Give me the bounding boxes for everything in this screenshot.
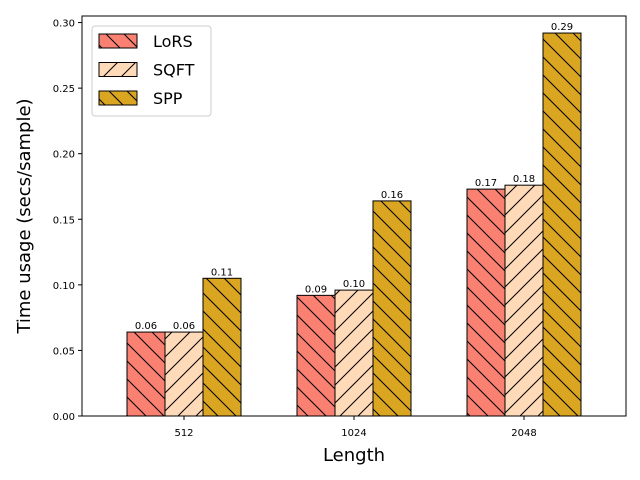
legend-swatch-hatch-sqft [98, 62, 138, 77]
data-label: 0.18 [513, 174, 535, 185]
data-label: 0.10 [343, 279, 365, 290]
data-label: 0.29 [551, 22, 573, 33]
data-label: 0.11 [211, 267, 233, 278]
y-axis: 0.00 0.05 0.10 0.15 0.20 0.25 0.30 [53, 19, 82, 423]
y-axis-title: Time usage (secs/sample) [14, 98, 35, 334]
legend-swatch-hatch-spp [98, 90, 138, 106]
legend-swatch-hatch-lors [98, 33, 138, 49]
bar-hatch-spp-1024 [372, 200, 412, 417]
bar-hatch-sqft-2048 [504, 184, 544, 417]
y-tick-label: 0.00 [53, 412, 75, 423]
bar-hatch-spp-512 [202, 277, 242, 417]
y-tick-label: 0.10 [53, 281, 75, 292]
bar-hatch-sqft-1024 [334, 289, 374, 417]
y-tick-label: 0.05 [53, 346, 75, 357]
data-label: 0.06 [173, 321, 195, 332]
data-label: 0.06 [135, 321, 157, 332]
bar-hatch-lors-512 [126, 331, 166, 417]
data-label: 0.17 [475, 178, 497, 189]
legend-label-sqft: SQFT [153, 61, 195, 80]
bar-hatch-lors-1024 [296, 294, 336, 417]
y-tick-label: 0.15 [53, 215, 75, 226]
data-label: 0.16 [381, 190, 403, 201]
x-axis: 512 1024 2048 [174, 416, 537, 439]
legend-label-lors: LoRS [153, 32, 193, 51]
value-labels-group: 0.06 0.06 0.11 0.09 0.10 0.16 0.17 0.18 0.29 [135, 22, 573, 332]
y-tick-label: 0.25 [53, 84, 75, 95]
x-tick-label: 1024 [341, 428, 366, 439]
y-tick-label: 0.30 [53, 19, 75, 30]
bar-hatch-lors-2048 [466, 188, 506, 417]
data-label: 0.09 [305, 284, 327, 295]
legend: LoRS SQFT SPP [91, 25, 212, 117]
x-axis-title: Length [323, 445, 385, 466]
legend-label-spp: SPP [153, 89, 183, 108]
bars-group [126, 32, 582, 417]
y-tick-label: 0.20 [53, 150, 75, 161]
x-tick-label: 2048 [511, 428, 536, 439]
bar-hatch-spp-2048 [542, 32, 582, 417]
bar-hatch-sqft-512 [164, 331, 204, 417]
x-tick-label: 512 [174, 428, 193, 439]
